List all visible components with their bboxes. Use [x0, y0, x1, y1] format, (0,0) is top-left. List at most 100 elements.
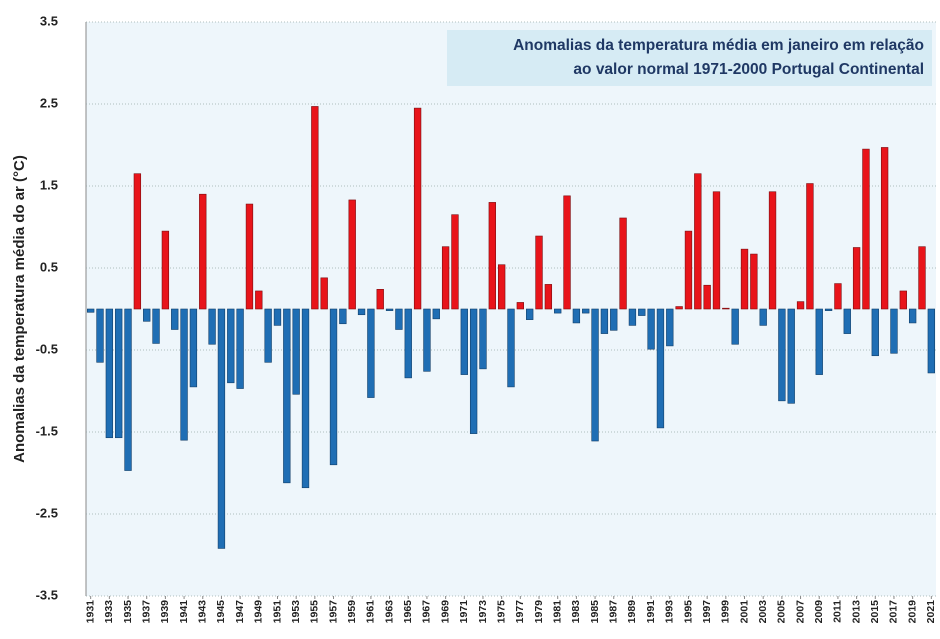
bar: [423, 308, 431, 372]
bar: [600, 308, 609, 334]
bar: [385, 308, 394, 311]
bar: [824, 308, 833, 311]
bar: [404, 308, 412, 379]
chart-title: ao valor normal 1971-2000 Portugal Conti…: [573, 61, 924, 78]
bar: [647, 308, 655, 350]
bar: [516, 302, 525, 310]
x-tick-label: 1941: [178, 600, 190, 624]
x-tick-label: 2005: [776, 600, 788, 624]
x-tick-label: 1969: [439, 600, 451, 624]
x-tick-label: 1961: [365, 600, 377, 624]
bar: [479, 308, 487, 370]
bar: [217, 308, 226, 549]
x-tick-label: 1937: [140, 600, 152, 624]
x-tick-label: 1993: [664, 600, 676, 624]
chart-title: Anomalias da temperatura média em janeir…: [513, 37, 924, 54]
bar: [115, 308, 123, 439]
bar: [488, 202, 496, 310]
y-tick-label: -2.5: [36, 505, 58, 520]
y-axis-label: Anomalias da temperatura média do ar (°C…: [11, 155, 28, 463]
bar: [544, 284, 553, 310]
bar: [750, 253, 758, 310]
x-tick-label: 2003: [757, 600, 769, 624]
x-tick-label: 1943: [197, 600, 209, 624]
bar: [871, 308, 879, 357]
bar: [796, 301, 805, 310]
bar: [413, 107, 422, 310]
bar: [133, 173, 142, 310]
bar: [684, 230, 693, 310]
bar: [880, 147, 889, 310]
x-tick-label: 1963: [383, 600, 395, 624]
bar: [591, 308, 599, 442]
bar: [890, 308, 898, 354]
bar: [180, 308, 188, 441]
bar: [301, 308, 310, 489]
y-tick-label: -3.5: [36, 587, 58, 602]
y-tick-label: 3.5: [40, 13, 58, 28]
bar: [834, 283, 842, 310]
bar: [273, 308, 282, 326]
bar: [862, 148, 870, 310]
bar: [694, 173, 702, 310]
x-tick-label: 1947: [234, 600, 246, 624]
bar: [526, 308, 534, 320]
bar: [535, 235, 543, 310]
bar: [105, 308, 114, 439]
x-tick-label: 1967: [421, 600, 433, 624]
bar: [124, 308, 132, 471]
bar: [152, 308, 160, 344]
bar: [189, 308, 198, 388]
bar: [143, 308, 151, 322]
y-tick-label: -0.5: [36, 341, 58, 356]
x-tick-label: 1931: [84, 600, 96, 624]
bar: [852, 247, 861, 310]
y-tick-label: -1.5: [36, 423, 58, 438]
bar: [806, 183, 814, 310]
y-tick-label: 0.5: [40, 259, 58, 274]
bar: [395, 308, 403, 330]
bar: [348, 199, 356, 310]
x-tick-label: 2019: [906, 600, 918, 624]
x-tick-label: 2007: [794, 600, 806, 624]
bar: [740, 248, 749, 310]
y-tick-label: 2.5: [40, 95, 58, 110]
bar: [441, 246, 450, 310]
bar: [329, 308, 338, 466]
bar: [376, 289, 384, 310]
bar: [703, 284, 711, 310]
x-tick-label: 2017: [888, 600, 900, 624]
bar: [666, 308, 674, 347]
x-tick-label: 1975: [495, 600, 507, 624]
bar: [582, 308, 590, 314]
bar: [96, 308, 104, 363]
x-tick-label: 1985: [589, 600, 601, 624]
bar: [759, 308, 767, 326]
x-tick-label: 1991: [645, 600, 657, 624]
x-tick-label: 2009: [813, 600, 825, 624]
x-tick-label: 1977: [514, 600, 526, 624]
bar: [292, 308, 300, 395]
bar: [469, 308, 478, 434]
x-tick-label: 1981: [551, 600, 563, 624]
bar: [787, 308, 795, 404]
x-tick-label: 2015: [869, 600, 881, 624]
x-tick-label: 1989: [626, 600, 638, 624]
bar: [208, 308, 216, 345]
x-tick-label: 1945: [215, 600, 227, 624]
x-tick-label: 1949: [253, 600, 265, 624]
bar: [320, 277, 328, 310]
bar: [311, 106, 319, 310]
bar: [199, 193, 207, 310]
bar: [731, 308, 739, 345]
bar: [236, 308, 244, 389]
x-tick-label: 1995: [682, 600, 694, 624]
bar: [768, 191, 777, 310]
bar: [712, 191, 721, 310]
bar: [927, 308, 935, 374]
title-box: [447, 30, 932, 86]
y-tick-label: 1.5: [40, 177, 58, 192]
bar: [264, 308, 272, 363]
bar: [899, 290, 907, 310]
